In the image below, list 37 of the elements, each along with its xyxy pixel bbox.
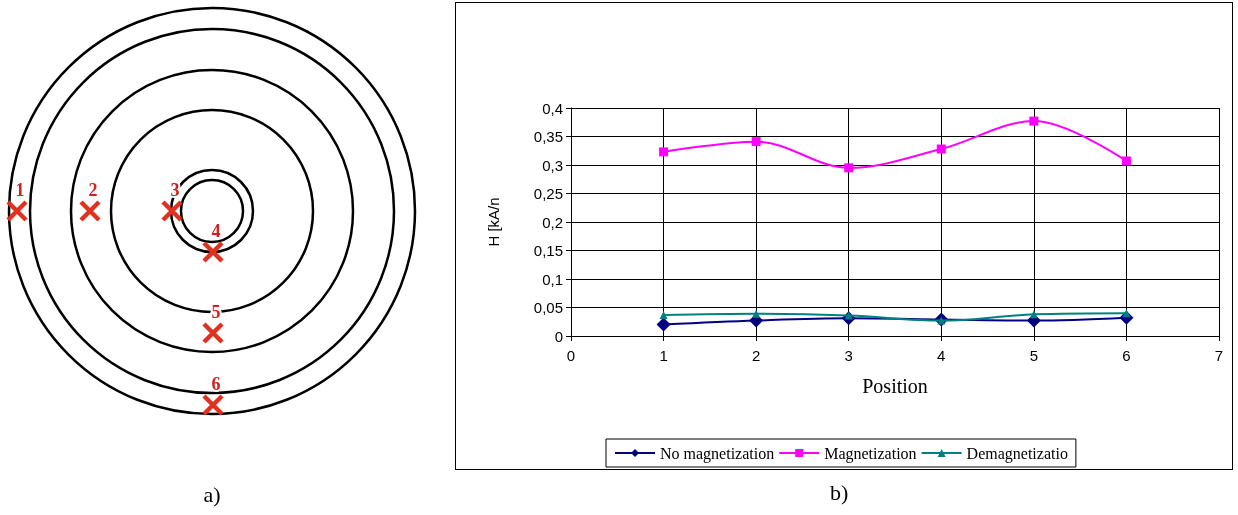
point	[659, 310, 668, 319]
point	[752, 309, 761, 318]
x-tick-label: 5	[1029, 347, 1039, 364]
x-tick-label: 4	[937, 347, 946, 364]
x-tick-label: 3	[844, 347, 853, 364]
point	[751, 137, 761, 147]
text: b)	[830, 480, 849, 506]
y-tick-label: 0,25	[533, 185, 563, 202]
y-tick-label: 0,35	[533, 128, 563, 145]
point	[936, 144, 946, 154]
text: 6	[211, 374, 221, 394]
y-axis-title: H [kA/n	[485, 197, 502, 247]
point	[1121, 156, 1131, 166]
x-tick-label: 2	[751, 347, 761, 364]
legend-label: Demagnetizatio	[966, 444, 1068, 463]
x-tick-label: 7	[1214, 347, 1224, 364]
text: 1	[15, 180, 25, 200]
text: a)	[203, 482, 221, 507]
legend-label: No magnetization	[660, 444, 775, 463]
point	[1029, 116, 1039, 126]
point	[659, 147, 669, 157]
y-tick-label: 0	[554, 327, 563, 345]
y-tick-label: 0,2	[542, 213, 563, 231]
x-tick-label: 6	[1122, 347, 1131, 364]
x-tick-label: 0	[566, 347, 576, 364]
text: 2	[88, 180, 98, 200]
x-axis-title: Position	[862, 375, 928, 397]
text: 4	[211, 221, 221, 241]
y-tick-label: 0,15	[533, 242, 563, 259]
y-tick-label: 0,4	[542, 99, 563, 117]
y-tick-label: 0,3	[542, 156, 563, 174]
y-tick-label: 0,1	[542, 270, 563, 288]
point	[656, 317, 671, 332]
legend-label: Magnetization	[824, 444, 917, 463]
x-tick-label: 1	[659, 347, 668, 364]
point	[844, 163, 854, 173]
y-tick-label: 0,05	[533, 299, 563, 316]
